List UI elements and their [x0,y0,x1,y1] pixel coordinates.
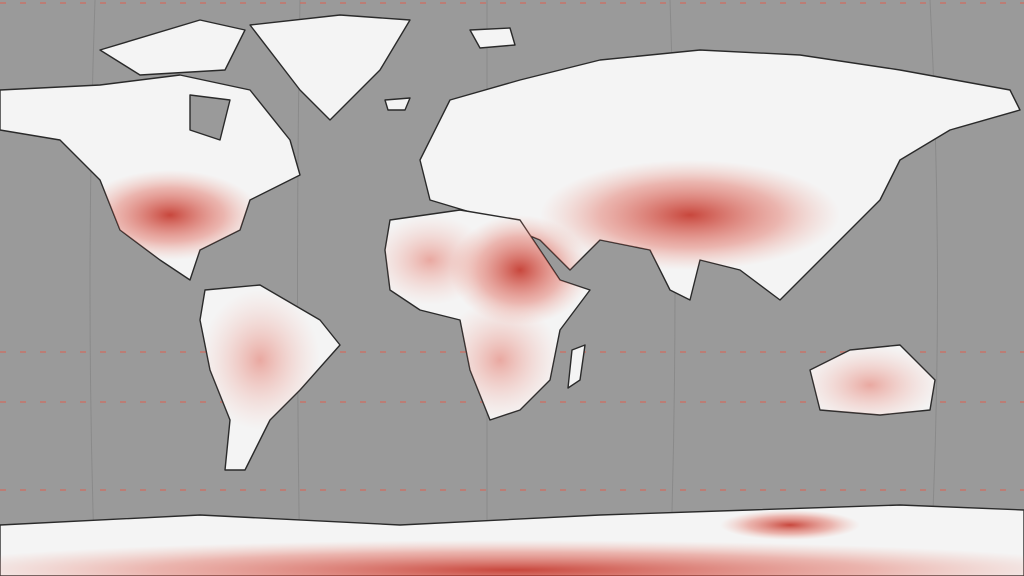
hudson-bay [189,94,231,141]
heat-zone [370,215,490,305]
continents [0,14,1024,576]
heat-zone [540,160,840,270]
iceland [384,97,411,111]
heat-zone [0,540,1024,576]
heat-zone [720,510,860,540]
heat-zone [800,345,940,425]
heat-zone [200,290,320,430]
heat-overlay [0,160,1024,576]
svalbard [469,27,516,49]
